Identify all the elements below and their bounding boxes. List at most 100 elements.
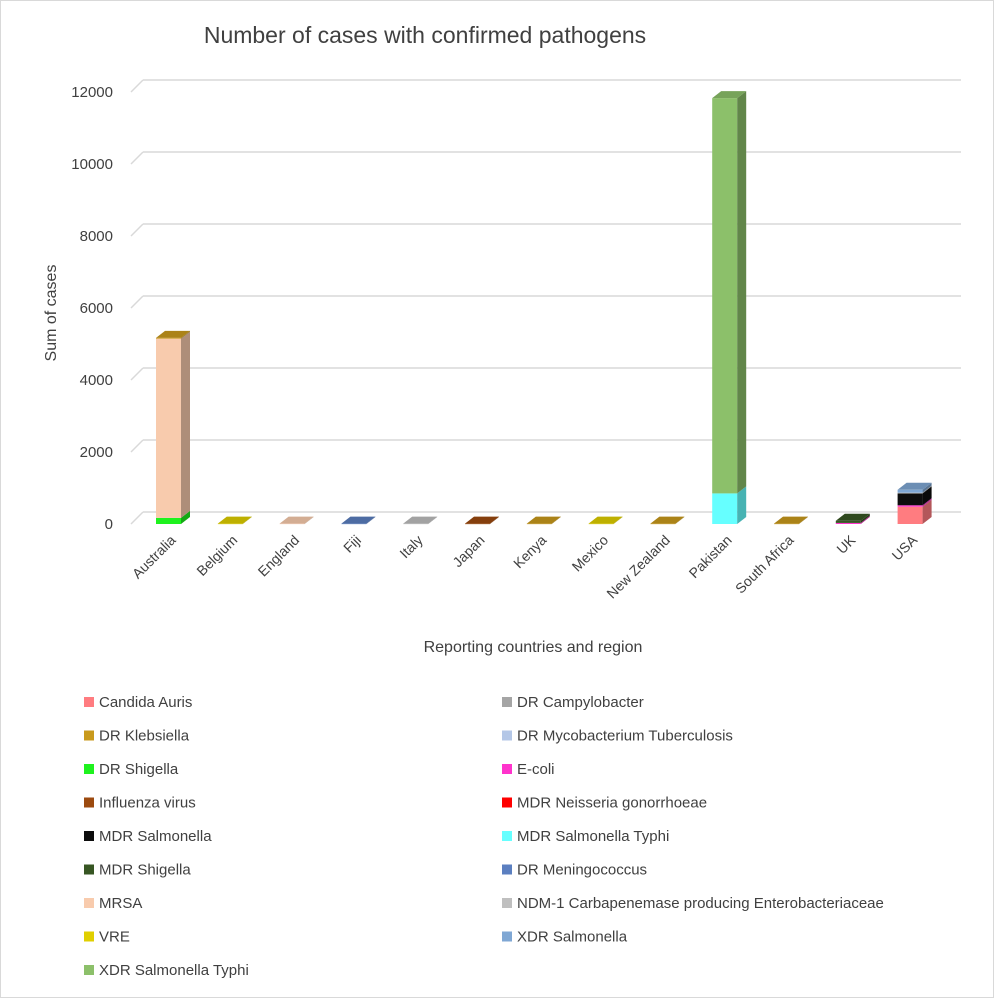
bar-segment-front: [156, 338, 181, 518]
gridline-depth: [130, 367, 144, 381]
bar-segment-front: [403, 523, 429, 525]
legend-label: DR Mycobacterium Tuberculosis: [517, 728, 733, 745]
bar-segment-front: [650, 523, 676, 525]
bar-segment-side: [860, 513, 870, 523]
legend-label: DR Shigella: [99, 761, 179, 778]
legend-swatch: [84, 898, 94, 908]
bar-segment-side: [551, 516, 561, 524]
bar-segment-top: [156, 330, 190, 338]
legend-swatch: [502, 730, 512, 741]
bar-segment-top: [279, 516, 314, 524]
bar-segment-front: [465, 523, 490, 525]
bar-segment-front: [526, 523, 552, 525]
bar-segment-front: [897, 492, 923, 494]
y-tick-label: 6000: [80, 300, 113, 317]
legend-swatch: [84, 697, 94, 707]
bar-segment-side: [366, 516, 376, 524]
bar-segment-side: [922, 486, 932, 506]
gridline-depth: [130, 511, 144, 525]
bar-segment-front: [712, 98, 738, 494]
bar-segment-top: [217, 516, 252, 524]
bar-segment-side: [242, 516, 252, 524]
bar-segment-side: [922, 499, 932, 524]
x-tick-label: USA: [889, 531, 921, 563]
bar-segment-side: [428, 516, 438, 524]
y-tick-label: 2000: [80, 444, 113, 461]
x-tick-label: Japan: [449, 532, 487, 570]
x-tick-label: Italy: [396, 532, 425, 561]
legend-swatch: [84, 931, 94, 942]
gridline-depth: [130, 439, 144, 453]
legend-label: NDM-1 Carbapenemase producing Enterobact…: [517, 895, 884, 912]
bar-segment-top: [403, 516, 438, 524]
bar-segment-side: [181, 330, 190, 339]
legend-label: DR Klebsiella: [99, 728, 190, 745]
bar-segment-top: [897, 482, 932, 490]
bar-segment-top: [588, 516, 623, 524]
legend-label: DR Meningococcus: [517, 862, 647, 879]
gridline-depth: [130, 79, 144, 93]
bar-segment-side: [181, 331, 190, 518]
chart-title: Number of cases with confirmed pathogens: [204, 22, 646, 48]
bar-segment-side: [304, 516, 314, 524]
legend-swatch: [84, 864, 94, 875]
legend-swatch: [502, 931, 512, 942]
bar-segment-front: [897, 489, 923, 493]
legend-label: MDR Neisseria gonorrhoeae: [517, 795, 707, 812]
bar-segment-side: [737, 91, 747, 494]
legend-label: Influenza virus: [99, 795, 196, 812]
bar-segment-side: [799, 516, 808, 524]
bar-segment-top: [835, 513, 870, 521]
bar-segment-front: [835, 520, 861, 523]
legend-swatch: [84, 965, 94, 975]
x-axis-label: Reporting countries and region: [424, 639, 643, 656]
bar-segment-top: [650, 516, 685, 524]
y-tick-label: 12000: [71, 84, 113, 101]
y-tick-label: 4000: [80, 372, 113, 389]
gridline-depth: [130, 151, 144, 165]
bar-segment-front: [156, 337, 181, 339]
legend-swatch: [502, 764, 512, 774]
legend-label: XDR Salmonella Typhi: [99, 962, 249, 979]
x-tick-label: Pakistan: [686, 532, 735, 581]
y-tick-label: 8000: [80, 228, 113, 245]
legend-label: Candida Auris: [99, 694, 192, 711]
bar-segment-side: [922, 482, 932, 493]
bar-segment-top: [526, 516, 561, 524]
legend-swatch: [502, 831, 512, 841]
legend-label: MDR Shigella: [99, 862, 191, 879]
bar-segment-front: [835, 522, 861, 524]
legend-label: VRE: [99, 929, 130, 946]
bar-segment-side: [860, 515, 870, 524]
bar-segment-top: [774, 516, 808, 524]
bar-segment-front: [897, 506, 923, 524]
bar-segment-top: [712, 91, 747, 99]
legend-label: XDR Salmonella: [517, 929, 628, 946]
bar-segment-side: [922, 498, 932, 507]
y-axis-label: Sum of cases: [43, 265, 60, 362]
bar-segment-front: [774, 523, 799, 525]
bar-segment-side: [181, 510, 190, 524]
x-tick-label: Mexico: [569, 532, 612, 575]
bar-segment-side: [675, 516, 685, 524]
gridline-depth: [130, 223, 144, 237]
x-tick-label: Belgium: [193, 532, 240, 579]
x-tick-label: South Africa: [732, 532, 797, 597]
legend-label: DR Campylobacter: [517, 694, 644, 711]
y-tick-label: 0: [105, 516, 113, 533]
bar-segment-front: [897, 505, 923, 507]
legend-swatch: [502, 697, 512, 707]
x-tick-label: Fiji: [340, 532, 364, 556]
bar-segment-front: [897, 493, 923, 506]
legend-swatch: [84, 764, 94, 774]
bar-segment-side: [922, 485, 932, 494]
legend-swatch: [84, 797, 94, 808]
bar-segment-side: [737, 486, 747, 524]
bar-segment-side: [490, 516, 499, 524]
x-tick-label: England: [255, 532, 303, 580]
legend-swatch: [84, 730, 94, 741]
bar-segment-front: [279, 523, 305, 525]
bar-segment-front: [712, 493, 738, 524]
